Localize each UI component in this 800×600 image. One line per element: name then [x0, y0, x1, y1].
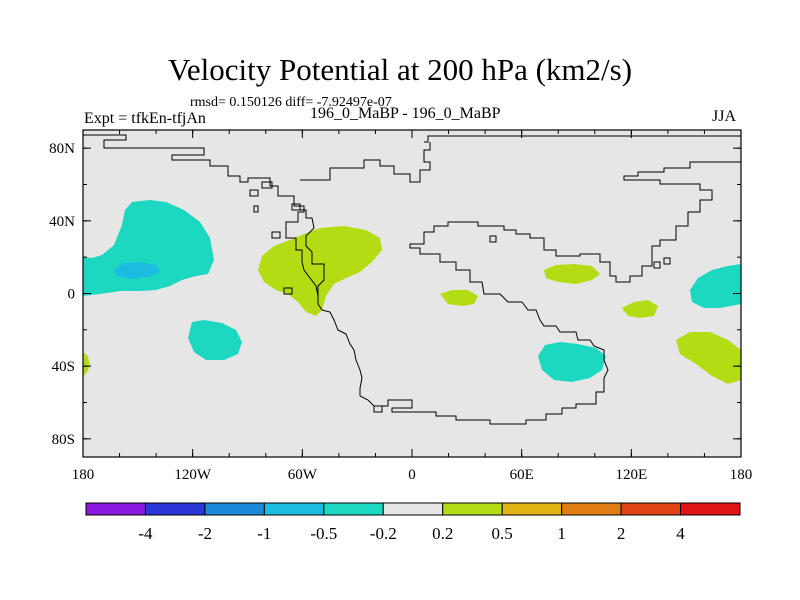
y-tick-label: 40N: [49, 214, 75, 230]
axes: 180 120W 60W 0 60E 120E 180 80N 40N 0 40S 80S: [49, 130, 752, 483]
contour-cyan-indian-south: [538, 342, 606, 382]
coastline-island-3: [253, 205, 259, 213]
coastline-island-2: [261, 181, 273, 189]
colorbar-box: [204, 502, 265, 516]
colorbar-label: 1: [557, 524, 566, 543]
coastline-island-9: [663, 257, 671, 265]
contour-lime-maritime: [622, 300, 658, 318]
colorbar-label: 0.2: [432, 524, 453, 543]
x-tick-label: 60W: [288, 467, 318, 483]
colorbar-box: [501, 502, 563, 516]
experiment-label: Expt = tfkEn-tfjAn: [84, 110, 206, 127]
x-tick-label: 60E: [510, 467, 534, 483]
stats-label: rmsd= 0.150126 diff= -7.92497e-07: [190, 95, 392, 110]
contour-blue-pacific: [114, 262, 160, 279]
y-tick-label: 40S: [52, 359, 75, 375]
colorbar-box: [561, 502, 622, 516]
colorbar-box: [442, 502, 503, 516]
colorbar-box: [620, 502, 682, 516]
x-tick-label: 180: [72, 467, 95, 483]
coastline-north-america: [83, 134, 741, 425]
x-tick-label: 180: [730, 467, 753, 483]
negative-regions: [83, 200, 741, 382]
colorbar-label: -2: [198, 524, 212, 543]
colorbar-label: 0.5: [492, 524, 513, 543]
colorbar-box: [323, 502, 384, 516]
coastline-canada-inner: [298, 209, 325, 296]
coastline-arctic: [424, 135, 741, 143]
y-tick-label: 80N: [49, 141, 75, 157]
colorbar-box: [382, 502, 444, 516]
map-panel: [82, 129, 742, 458]
contour-lime-west-edge: [83, 352, 90, 376]
colorbar-label: 2: [617, 524, 626, 543]
season-label: JJA: [712, 108, 737, 125]
y-tick-label: 80S: [52, 432, 75, 448]
coastline-island-6: [271, 231, 281, 239]
x-tick-label: 120E: [615, 467, 647, 483]
contour-lime-africa: [440, 290, 478, 306]
coastline-greenland: [300, 142, 431, 183]
colorbar-label: -4: [138, 524, 153, 543]
contour-cyan-pacific-south: [188, 320, 242, 360]
coastline-island-5: [283, 287, 293, 295]
coastline-island-8: [373, 405, 383, 413]
coastline-island-1: [249, 189, 259, 197]
colorbar-box: [263, 502, 325, 516]
contour-lime-asia: [544, 264, 600, 284]
center-label: 196_0_MaBP - 196_0_MaBP: [310, 105, 501, 122]
contour-lime-south-pacific: [676, 332, 741, 384]
coastline-island-7: [489, 235, 497, 243]
colorbar-label: -0.2: [370, 524, 397, 543]
coastline-island-4: [291, 203, 301, 211]
coastlines: [83, 134, 741, 425]
coastline-island-10: [653, 261, 661, 269]
colorbar: -4 -2 -1 -0.5 -0.2 0.2 0.5 1 2 4: [85, 502, 741, 543]
colorbar-label: 4: [676, 524, 685, 543]
colorbar-label: -0.5: [310, 524, 337, 543]
y-tick-label: 0: [68, 287, 76, 303]
x-tick-label: 0: [408, 467, 416, 483]
colorbar-box: [85, 502, 146, 516]
colorbar-box: [144, 502, 206, 516]
contour-cyan-west-pacific: [690, 264, 741, 308]
colorbar-box: [680, 502, 741, 516]
x-tick-label: 120W: [174, 467, 212, 483]
colorbar-label: -1: [257, 524, 271, 543]
chart-title: Velocity Potential at 200 hPa (km2/s): [167, 52, 633, 87]
